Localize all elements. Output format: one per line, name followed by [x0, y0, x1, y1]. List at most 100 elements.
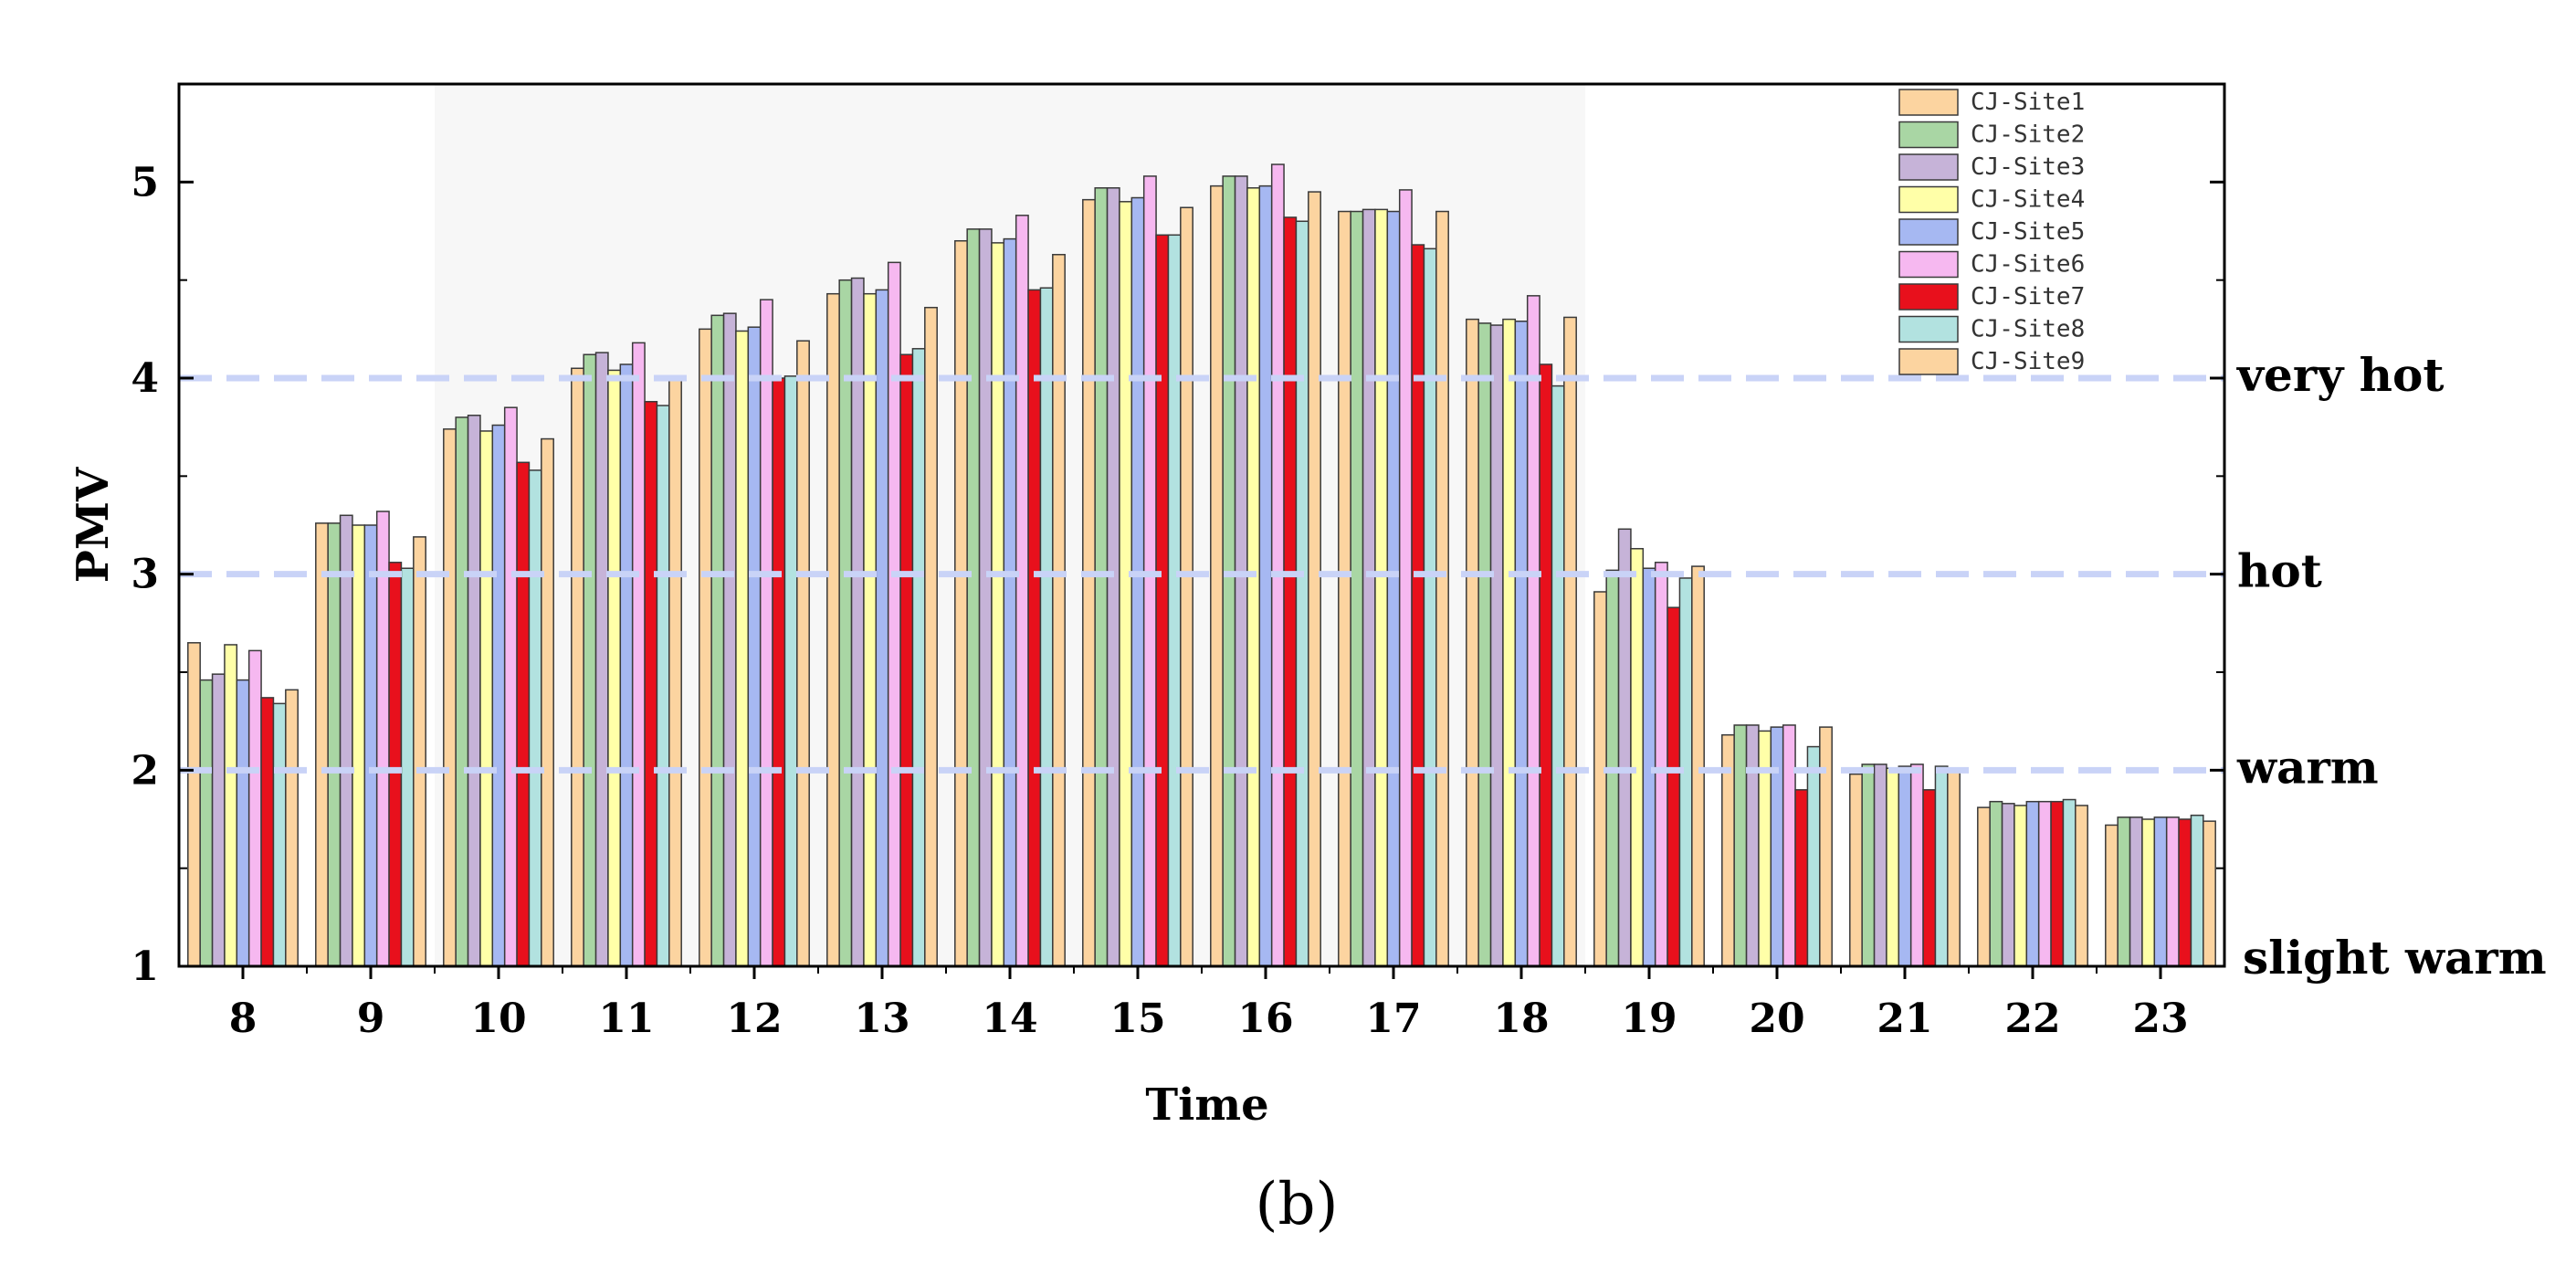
x-tick-label: 11	[598, 995, 654, 1042]
legend: CJ-Site1 CJ-Site2 CJ-Site3 CJ-Site4 CJ-Site5…	[1898, 89, 2085, 375]
bar-cj-site7-10	[516, 461, 531, 967]
bar-cj-site2-10	[455, 416, 469, 967]
x-tick-label: 14	[982, 995, 1037, 1042]
bar-cj-site9-11	[668, 377, 682, 967]
bar-cj-site3-14	[978, 228, 993, 967]
bar-cj-site8-15	[1167, 234, 1182, 967]
bar-cj-site7-21	[1922, 789, 1937, 967]
bar-cj-site4-19	[1630, 548, 1645, 967]
bar-cj-site9-15	[1180, 206, 1193, 967]
legend-swatch-cj-site7	[1898, 283, 1959, 311]
bar-cj-site5-9	[363, 524, 378, 967]
bar-cj-site9-22	[2075, 805, 2088, 967]
bar-cj-site4-8	[224, 644, 238, 967]
bar-cj-site3-13	[850, 277, 865, 967]
bar-cj-site3-21	[1873, 764, 1887, 967]
bar-cj-site4-18	[1502, 318, 1517, 967]
bar-cj-site6-13	[887, 261, 901, 967]
bar-cj-site4-15	[1119, 201, 1133, 967]
bar-cj-site5-14	[1003, 237, 1017, 967]
bar-cj-site6-8	[247, 649, 262, 967]
bar-cj-site8-20	[1806, 745, 1821, 967]
bar-cj-site1-14	[954, 239, 968, 967]
legend-label-cj-site4: CJ-Site4	[1971, 186, 2085, 214]
bar-cj-site8-16	[1295, 220, 1309, 967]
bar-cj-site8-8	[272, 702, 287, 967]
x-tick-label: 10	[470, 995, 526, 1042]
bar-cj-site2-9	[327, 522, 342, 967]
bar-cj-site4-12	[735, 330, 750, 967]
legend-label-cj-site2: CJ-Site2	[1971, 121, 2085, 149]
bar-cj-site5-22	[2025, 800, 2040, 967]
bar-cj-site7-16	[1283, 216, 1298, 967]
x-tick-label: 20	[1749, 995, 1804, 1042]
bar-cj-site3-8	[211, 673, 226, 967]
bar-cj-site5-16	[1258, 184, 1273, 967]
x-tick-label: 18	[1493, 995, 1549, 1042]
x-tick-label: 21	[1877, 995, 1932, 1042]
y-axis: 1 2 3 4 5	[131, 159, 2224, 990]
bar-cj-site9-18	[1563, 316, 1577, 967]
x-tick-label: 17	[1365, 995, 1421, 1042]
legend-swatch-cj-site6	[1898, 250, 1959, 279]
legend-swatch-cj-site8	[1898, 315, 1959, 343]
y-tick-label: 5	[131, 159, 159, 205]
bar-cj-site1-11	[571, 367, 584, 967]
bar-cj-site7-9	[388, 562, 403, 967]
x-tick-label: 22	[2004, 995, 2060, 1042]
bar-cj-site7-13	[899, 353, 914, 967]
bar-cj-site3-20	[1745, 724, 1760, 967]
bar-cj-site5-10	[491, 424, 506, 967]
bar-cj-site3-18	[1489, 324, 1504, 967]
bar-cj-site9-16	[1308, 191, 1321, 967]
legend-swatch-cj-site2	[1898, 121, 1959, 149]
bar-cj-site8-10	[528, 469, 542, 967]
bar-cj-site6-17	[1398, 189, 1413, 967]
bar-cj-site6-23	[2165, 816, 2180, 967]
bar-cj-site8-11	[656, 405, 670, 967]
bar-cj-site8-14	[1039, 287, 1054, 967]
figure-caption: (b)	[1256, 1171, 1339, 1238]
bar-cj-site1-10	[443, 428, 457, 967]
x-tick-label: 15	[1109, 995, 1165, 1042]
bar-cj-site4-13	[863, 292, 878, 967]
bar-cj-site6-18	[1526, 295, 1540, 967]
bar-cj-site4-22	[2013, 805, 2028, 967]
bar-cj-site3-23	[2129, 816, 2143, 967]
bar-cj-site2-20	[1733, 724, 1748, 967]
x-tick-label: 8	[229, 995, 258, 1042]
bar-cj-site8-17	[1423, 248, 1437, 967]
legend-label-cj-site7: CJ-Site7	[1971, 283, 2085, 311]
zone-label-warm: warm	[2236, 740, 2379, 794]
bar-cj-site7-23	[2178, 818, 2192, 967]
bar-cj-site9-23	[2203, 820, 2216, 967]
bar-cj-site5-15	[1130, 196, 1145, 967]
bar-cj-site8-13	[911, 348, 926, 967]
bar-cj-site8-23	[2190, 814, 2204, 967]
bar-cj-site1-21	[1849, 773, 1863, 967]
legend-label-cj-site1: CJ-Site1	[1971, 89, 2085, 116]
legend-label-cj-site5: CJ-Site5	[1971, 218, 2085, 246]
bar-cj-site4-20	[1758, 730, 1772, 967]
legend-label-cj-site9: CJ-Site9	[1971, 348, 2085, 375]
bar-cj-site7-19	[1667, 606, 1681, 967]
bar-cj-site7-15	[1155, 234, 1170, 967]
bar-cj-site6-20	[1782, 724, 1796, 967]
bar-cj-site4-21	[1886, 767, 1900, 967]
bar-cj-site7-8	[260, 697, 275, 967]
bar-cj-site1-22	[1977, 806, 1991, 967]
bar-cj-site3-11	[594, 352, 609, 967]
bar-cj-site1-9	[315, 522, 329, 967]
bar-cj-site9-21	[1947, 767, 1961, 967]
bar-cj-site9-20	[1819, 726, 1833, 967]
bar-cj-site1-17	[1338, 210, 1351, 967]
bar-cj-site1-16	[1210, 184, 1224, 967]
bar-cj-site1-12	[699, 328, 712, 967]
bar-cj-site9-13	[924, 306, 938, 967]
bar-cj-site2-14	[966, 228, 981, 967]
bar-cj-site5-13	[875, 289, 889, 967]
bar-cj-site8-12	[783, 375, 798, 967]
bar-cj-site2-12	[710, 314, 725, 967]
bar-cj-site7-11	[644, 401, 658, 967]
